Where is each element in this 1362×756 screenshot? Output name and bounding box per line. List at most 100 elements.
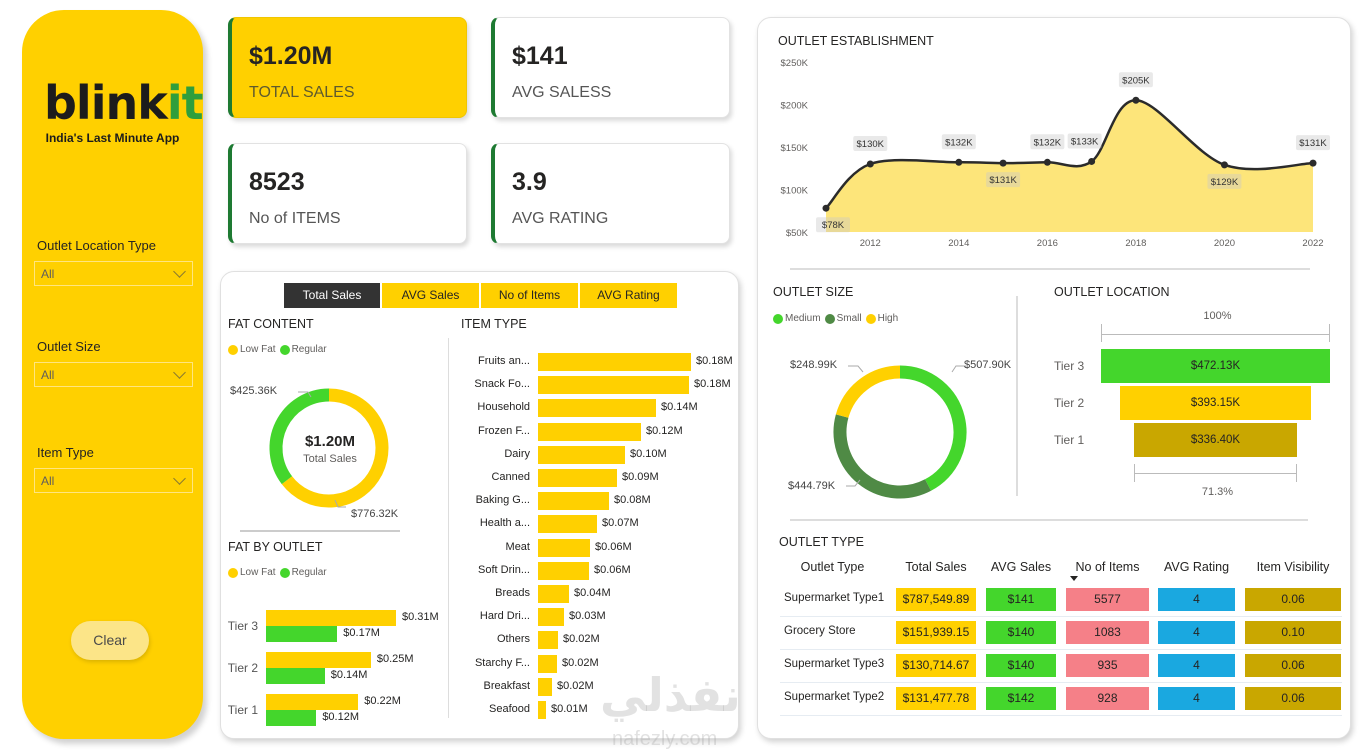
bar-item-type[interactable] [538,585,569,603]
legend-item-regular[interactable]: Regular [279,344,327,355]
tab-total-sales[interactable]: Total Sales [284,283,380,308]
tab-no-of-items[interactable]: No of Items [481,283,578,308]
cell-no-of-items: 5577 [1066,588,1149,611]
legend-dot [279,567,290,578]
data-point[interactable] [955,158,963,166]
column-header-total-sales[interactable]: Total Sales [905,560,967,574]
kpi-avg-rating: 3.9 AVG RATING [491,143,730,244]
bar-item-type[interactable] [538,399,656,418]
cell-outlet-type: Grocery Store [784,625,856,637]
funnel-bar[interactable]: $393.15K [1120,386,1311,420]
bar-item-type[interactable] [538,492,609,511]
data-label: $78K [822,220,845,231]
bar-item-type[interactable] [538,469,617,487]
funnel-bar[interactable]: $472.13K [1101,349,1330,383]
bar-item-type[interactable] [538,608,564,627]
column-header-avg-rating[interactable]: AVG Rating [1163,560,1230,574]
item-type-dropdown[interactable]: All [34,468,193,493]
column-header-no-of-items[interactable]: No of Items [1075,560,1140,574]
bracket-tick [1296,464,1297,482]
column-header-avg-sales[interactable]: AVG Sales [990,560,1052,574]
legend-item-low-fat[interactable]: Low Fat [228,567,276,578]
data-point[interactable] [1088,157,1096,165]
bracket-tick [1329,324,1330,342]
filter-label-outlet-size: Outlet Size [37,339,101,354]
outlet-location-dropdown[interactable]: All [34,261,193,286]
legend-label: High [877,313,899,324]
bar-item-type[interactable] [538,515,597,534]
sort-descending-icon[interactable] [1070,576,1078,581]
bar-value-label: $0.06M [594,563,631,576]
bar-value-label: $0.01M [551,703,588,715]
bar-low-fat[interactable] [266,652,371,668]
data-point[interactable] [999,159,1007,167]
y-tick-label: $250K [781,58,809,69]
data-point[interactable] [1220,161,1228,169]
legend-item-low-fat[interactable]: Low Fat [228,344,276,355]
cell-avg-sales: $142 [986,687,1056,710]
bar-item-type[interactable] [538,538,590,557]
legend-item-regular[interactable]: Regular [279,567,327,578]
bar-value-label: $0.09M [622,471,659,483]
outlet-establishment-title: OUTLET ESTABLISHMENT [778,34,934,48]
bar-item-type[interactable] [538,677,552,696]
donut-label-high: $248.99K [790,359,838,371]
bar-regular[interactable] [266,710,317,726]
bar-category-label: Seafood [489,703,530,715]
column-header-outlet-type[interactable]: Outlet Type [800,560,865,574]
filter-sidebar: blinkit India's Last Minute App Outlet L… [22,10,204,739]
bar-item-type[interactable] [538,654,557,673]
cell-outlet-type: Supermarket Type2 [784,691,885,703]
tab-avg-rating[interactable]: AVG Rating [580,283,677,308]
column-header-item-visibility[interactable]: Item Visibility [1256,560,1330,574]
data-point[interactable] [1132,96,1140,104]
filter-label-outlet-location: Outlet Location Type [37,238,157,253]
bar-regular[interactable] [266,626,338,642]
data-point[interactable] [1309,159,1317,167]
funnel-bar[interactable]: $336.40K [1133,423,1298,457]
bar-item-type[interactable] [538,561,589,580]
sales-line [825,98,1314,210]
legend-label: Small [836,313,862,324]
data-point[interactable] [822,204,830,212]
bar-category-label: Canned [491,471,530,483]
cell-avg-rating: 4 [1158,621,1235,644]
legend-item-medium[interactable]: Medium [773,313,821,324]
donut-slice-low-fat[interactable] [281,388,389,508]
outlet-size-dropdown[interactable]: All [34,362,193,387]
leader-line [334,499,346,508]
outlet-size-legend: Medium Small High [773,313,902,324]
data-point[interactable] [1043,158,1051,166]
bar-item-type[interactable] [538,376,689,395]
donut-slice-small[interactable] [833,414,932,499]
cell-no-of-items: 935 [1066,654,1149,677]
data-point[interactable] [866,160,874,168]
bar-low-fat[interactable] [266,610,396,626]
clear-filters-button[interactable]: Clear [71,621,149,660]
donut-slice-regular[interactable] [269,388,330,485]
legend-item-small[interactable]: Small [824,313,862,324]
bar-value-label: $0.14M [330,669,368,681]
bar-item-type[interactable] [538,422,641,441]
legend-item-high[interactable]: High [865,313,899,324]
donut-slice-high[interactable] [835,365,901,419]
legend-label: Medium [785,313,821,324]
bar-item-type[interactable] [538,445,625,464]
bar-regular[interactable] [266,668,325,684]
bar-item-type[interactable] [538,701,546,719]
tab-avg-sales[interactable]: AVG Sales [382,283,479,308]
kpi-label: No of ITEMS [249,210,341,227]
cell-item-visibility: 0.06 [1245,588,1341,611]
donut-slice-medium[interactable] [899,365,967,491]
funnel-top-bracket [1101,334,1330,335]
cell-avg-rating: 4 [1158,687,1235,710]
bar-item-type[interactable] [538,631,558,650]
bar-item-type[interactable] [538,353,691,371]
x-tick-label: 2014 [948,238,969,249]
bar-low-fat[interactable] [266,694,359,710]
bar-value-label: $0.06M [595,540,632,553]
bar-category-label: Hard Dri... [479,610,530,623]
donut-label-medium: $507.90K [964,359,1012,371]
x-tick-label: 2016 [1037,238,1058,249]
bracket-tick [1101,324,1102,342]
